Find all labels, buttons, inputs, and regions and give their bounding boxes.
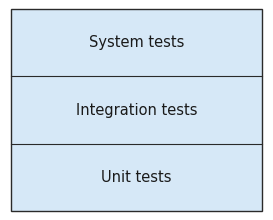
Text: System tests: System tests — [89, 35, 184, 50]
Text: Integration tests: Integration tests — [76, 103, 197, 117]
Text: Unit tests: Unit tests — [101, 170, 172, 185]
